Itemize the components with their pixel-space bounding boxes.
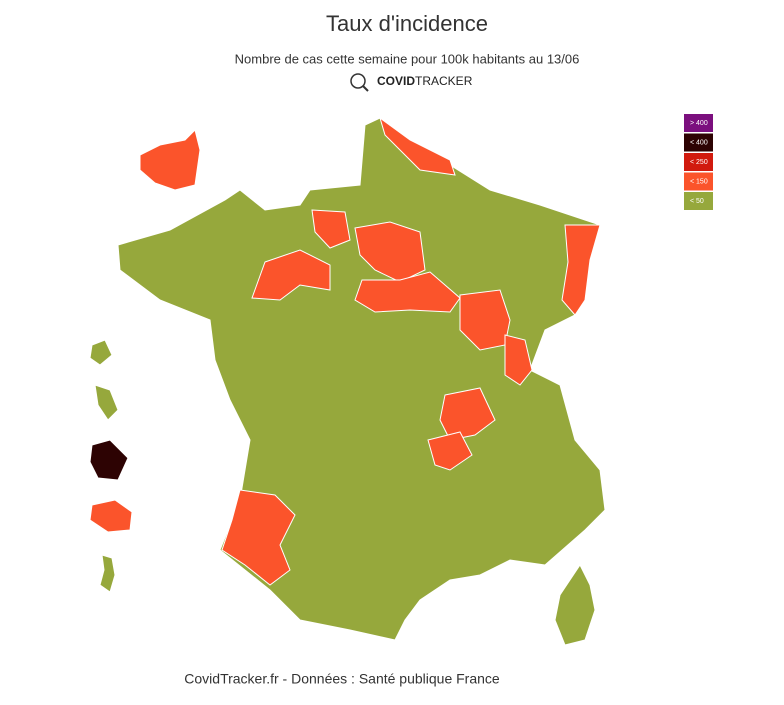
overseas-1 xyxy=(139,129,201,191)
legend-swatch xyxy=(684,133,713,152)
mainland xyxy=(117,117,606,641)
high-departments xyxy=(221,116,601,586)
france-map xyxy=(89,116,606,646)
brand-icon xyxy=(350,73,369,92)
overseas-3 xyxy=(94,384,119,421)
overseas-4 xyxy=(89,439,129,481)
legend-swatch xyxy=(684,192,713,210)
brand-bold: COVID xyxy=(377,74,415,88)
legend-swatch xyxy=(684,172,713,191)
title: Taux d'incidence xyxy=(326,11,488,36)
legend-label: > 400 xyxy=(690,120,708,127)
legend-label: < 250 xyxy=(690,159,708,166)
legend-label: < 400 xyxy=(690,139,708,146)
legend-label: < 150 xyxy=(690,178,708,185)
corsica xyxy=(554,564,596,646)
footer: CovidTracker.fr - Données : Santé publiq… xyxy=(184,671,500,687)
subtitle: Nombre de cas cette semaine pour 100k ha… xyxy=(235,51,580,66)
legend-swatch xyxy=(684,114,713,132)
brand-rest: TRACKER xyxy=(415,74,473,88)
overseas-6 xyxy=(99,554,116,593)
legend: > 400 < 400 < 250 < 150 < 50 xyxy=(684,114,713,210)
brand: COVIDTRACKER xyxy=(377,74,473,88)
overseas-2 xyxy=(89,339,113,366)
legend-label: < 50 xyxy=(690,198,704,205)
legend-swatch xyxy=(684,153,713,171)
overseas-5 xyxy=(89,499,133,533)
